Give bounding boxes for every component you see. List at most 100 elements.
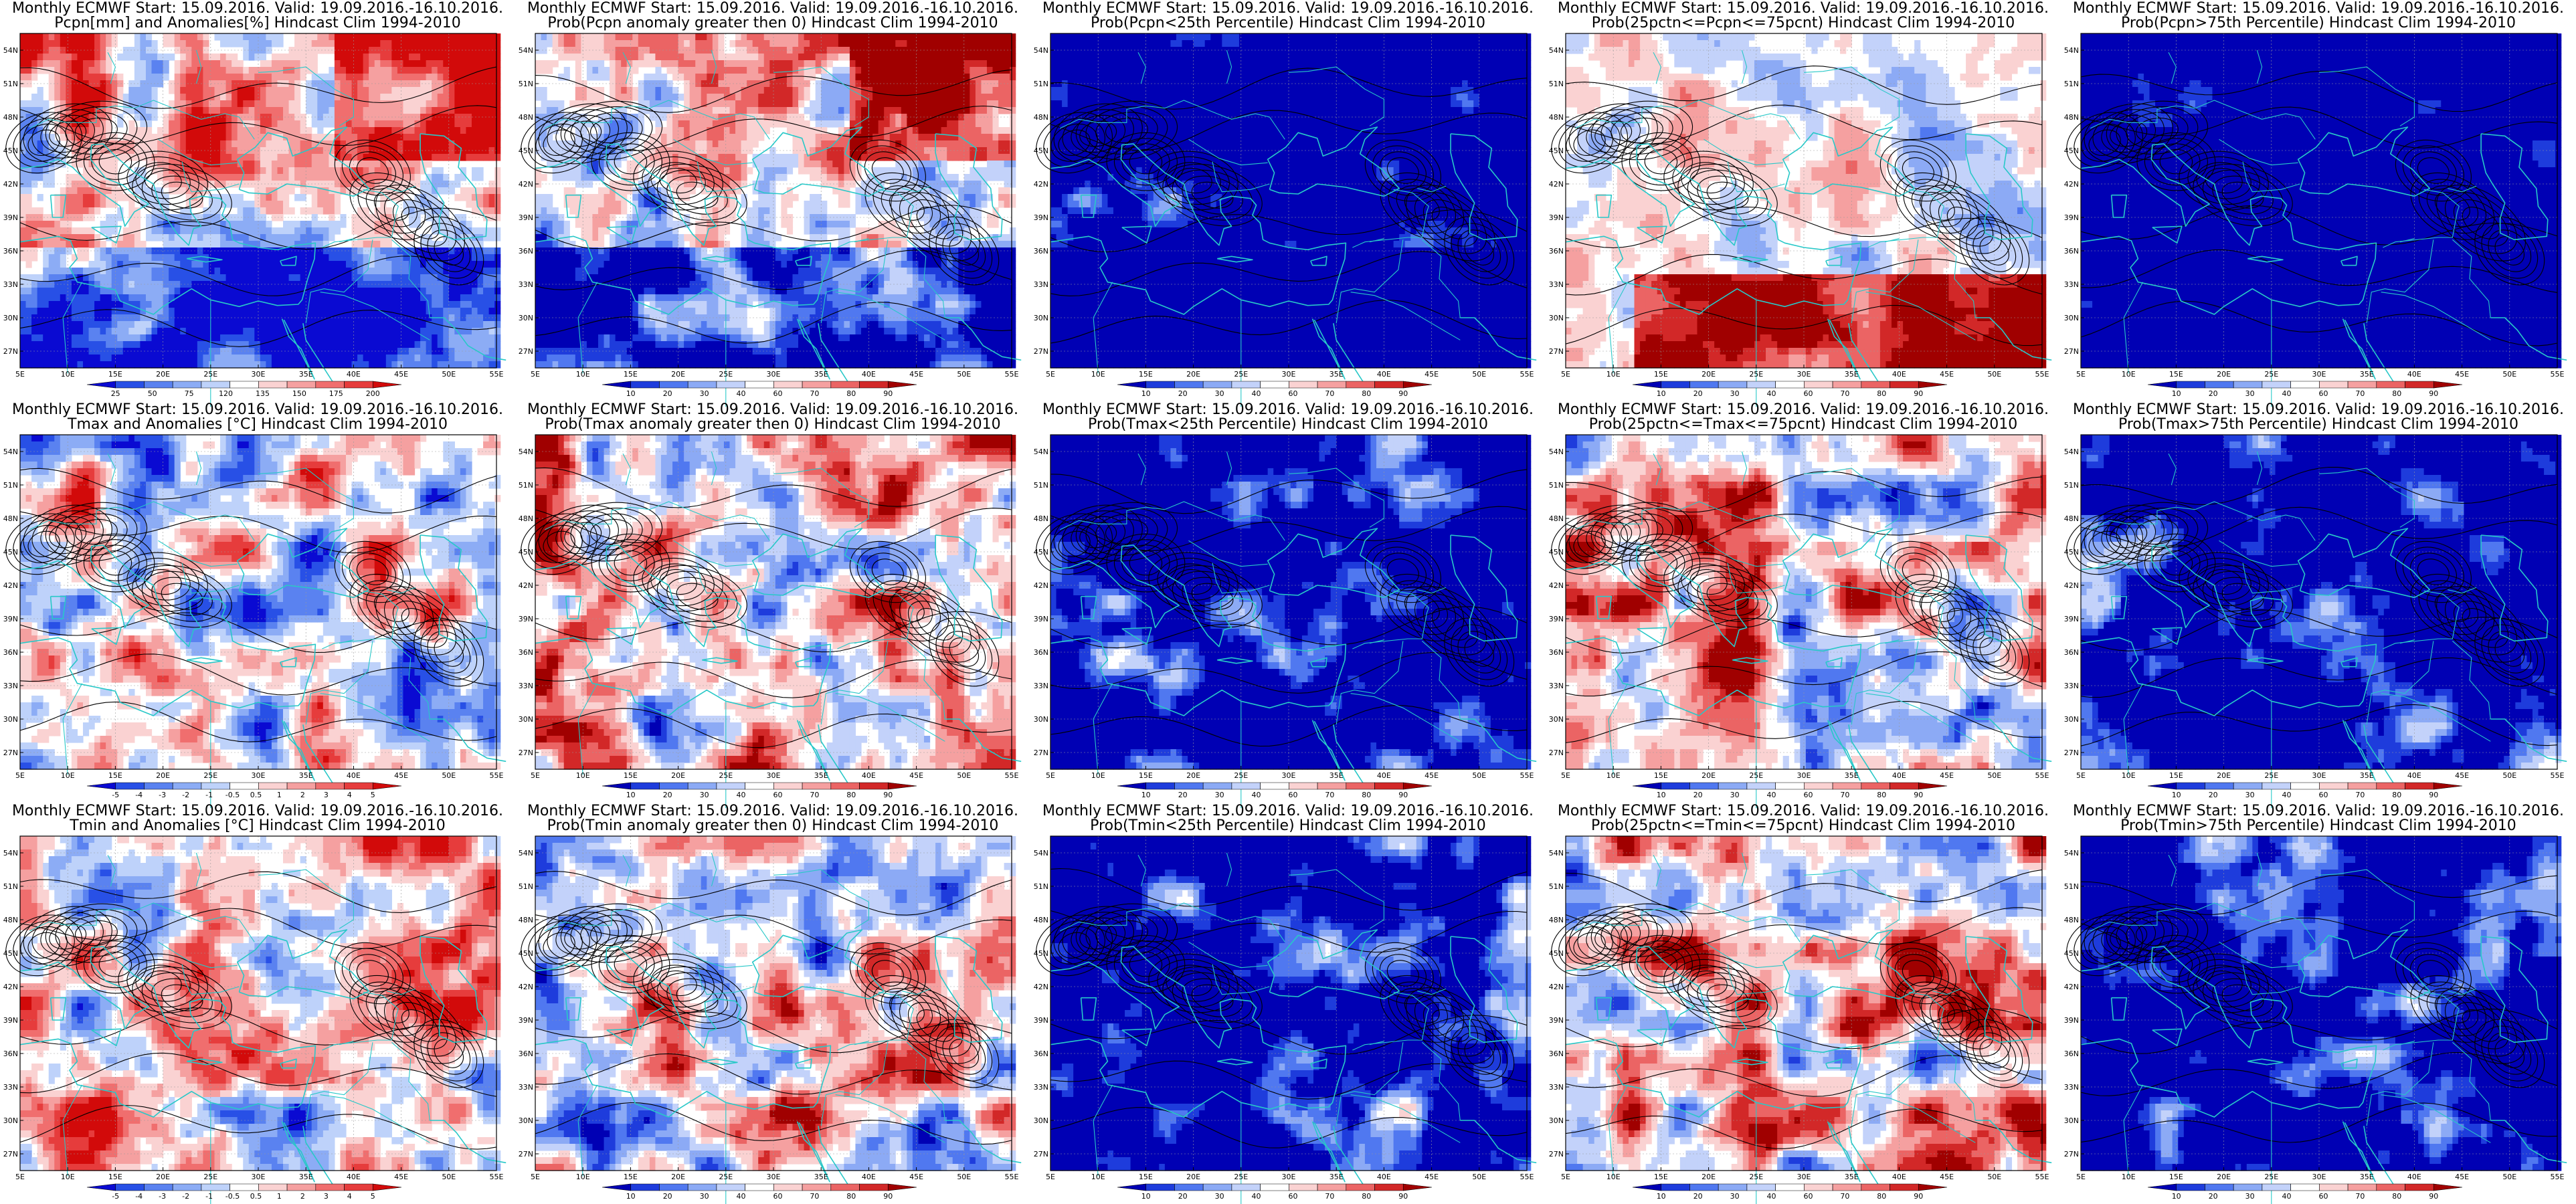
longitude-label: 45E [2455,771,2469,780]
colorbar-segment [1718,782,1748,790]
colorbar-segment [1775,1183,1805,1191]
panel-title-line2: Prob(Tmin<25th Percentile) Hindcast Clim… [1030,819,1546,833]
longitude-label: 10E [61,1173,75,1181]
longitude-label: 30E [1797,370,1811,379]
colorbar-segment [887,782,917,790]
colorbar-segment [687,1183,717,1191]
longitude-label: 55E [2035,370,2049,379]
longitude-label: 5E [1561,1173,1570,1181]
colorbar-segment [115,782,145,790]
latitude-label: 33N [2064,280,2079,289]
colorbar-label: 80 [2392,791,2401,799]
colorbar-label: 30 [1730,389,1740,398]
colorbar-label: 25 [111,389,120,398]
colorbar-label: 90 [1398,791,1408,799]
colorbar-label: 75 [185,389,194,398]
colorbar-segment [1346,381,1375,389]
latitude-label: 27N [1549,748,1564,757]
latitude-label: 36N [519,1049,533,1058]
colorbar-segment [1918,381,1948,389]
colorbar-segment [1775,782,1805,790]
colorbar-label: 50 [148,389,157,398]
latitude-label: 54N [519,849,533,858]
latitude-label: 33N [1549,682,1564,690]
latitude-label: 48N [519,113,533,122]
country-borders [1059,852,1461,1204]
latitude-label: 42N [1034,180,1048,189]
colorbar-label: 10 [626,791,636,799]
longitude-label: 35E [299,771,313,780]
colorbar: 25 50 75 120 135 150 175 200 [86,381,402,398]
contour-lines [1551,66,2043,346]
coastlines [19,929,507,1188]
colorbar-segment [716,1183,745,1191]
longitude-label: 45E [1940,370,1954,379]
longitude-label: 20E [671,771,685,780]
coastlines [1565,528,2052,787]
colorbar-label: 70 [2355,1192,2365,1201]
longitude-label: 15E [624,370,638,379]
longitude-label: 25E [719,1173,733,1181]
panel-title-line1: Monthly ECMWF Start: 15.09.2016. Valid: … [1546,1,2061,16]
colorbar-label: -4 [135,1192,143,1201]
country-borders [29,852,430,1204]
longitude-label: 30E [2312,771,2326,780]
longitude-label: 30E [1797,1173,1811,1181]
longitude-label: 10E [1606,771,1621,780]
longitude-label: 35E [814,370,828,379]
colorbar-segment [1117,1183,1147,1191]
colorbar-label: 20 [663,1192,672,1201]
colorbar-segment [1746,782,1776,790]
colorbar-segment [86,381,116,389]
contour-lines [5,468,497,742]
contour-lines [2066,70,2558,346]
latitude-labels: 54N 51N 48N 45N 42N 39N 36N 33N 30N 27N [2064,447,2084,757]
colorbar-label: 20 [1693,389,1703,398]
latitude-label: 51N [2064,80,2079,88]
colorbar-label: 80 [846,791,856,799]
colorbar-label: 80 [1362,1192,1371,1201]
colorbar-segment [1746,381,1776,389]
longitude-label: 15E [108,771,122,780]
contour-lines [521,467,1012,748]
latitude-label: 27N [519,347,533,356]
longitude-label: 5E [2076,771,2086,780]
colorbar-segment [659,1183,688,1191]
latitude-label: 27N [3,347,18,356]
colorbar-segment [1632,1183,1662,1191]
longitude-label: 35E [2360,771,2374,780]
latitude-label: 33N [2064,682,2079,690]
longitude-label: 55E [2035,1173,2049,1181]
latitude-label: 30N [1549,1116,1564,1125]
longitude-labels: 5E 10E 15E 20E 25E 30E 35E 40E 45E 50E 55E [15,365,504,379]
colorbar-segment [2319,381,2349,389]
panel-title-line1: Monthly ECMWF Start: 15.09.2016. Valid: … [1030,403,1546,417]
longitude-label: 45E [909,1173,923,1181]
latitude-label: 36N [519,648,533,657]
longitude-label: 10E [1606,1173,1621,1181]
longitude-label: 40E [2407,1173,2421,1181]
longitude-label: 5E [531,370,540,379]
colorbar-segment [372,1183,402,1191]
map-panel: Monthly ECMWF Start: 15.09.2016. Valid: … [2061,803,2576,1204]
colorbar-label: 90 [1398,389,1408,398]
colorbar-segment [115,1183,145,1191]
colorbar-label: 80 [1877,389,1886,398]
longitude-label: 45E [394,1173,408,1181]
colorbar-label: 10 [2172,1192,2181,1201]
map-panel: Monthly ECMWF Start: 15.09.2016. Valid: … [2061,0,2576,407]
longitude-label: 55E [2551,370,2565,379]
longitude-labels: 5E 10E 15E 20E 25E 30E 35E 40E 45E 50E 55E [531,766,1019,780]
longitude-label: 15E [624,1173,638,1181]
longitude-label: 30E [1282,370,1296,379]
coastlines [19,126,507,385]
panel-title-line1: Monthly ECMWF Start: 15.09.2016. Valid: … [515,403,1030,417]
colorbar-label: 40 [1767,1192,1776,1201]
colorbar-segment [172,1183,202,1191]
colorbar-segment [1145,381,1175,389]
colorbar-segment [1661,1183,1690,1191]
latitude-label: 30N [3,715,18,724]
